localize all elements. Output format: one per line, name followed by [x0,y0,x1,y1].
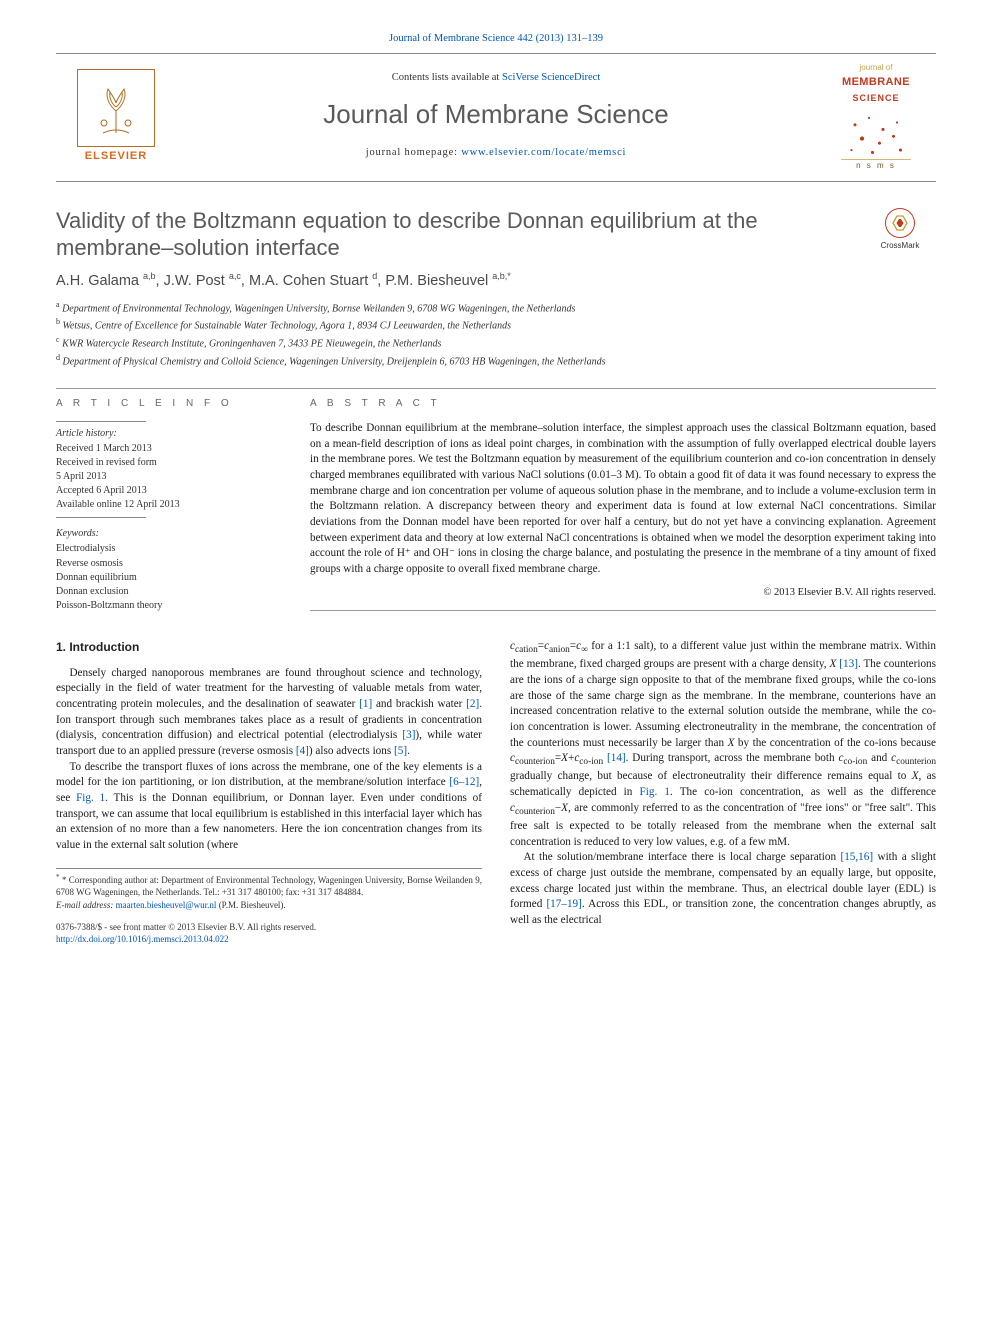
sciencedirect-link[interactable]: SciVerse ScienceDirect [502,72,600,83]
history-head: Article history: [56,427,282,441]
article-head: Validity of the Boltzmann equation to de… [56,208,936,262]
mini-divider [56,421,146,422]
cover-footer: n s m s [856,160,896,171]
abstract-copyright: © 2013 Elsevier B.V. All rights reserved… [310,586,936,601]
keyword: Poisson-Boltzmann theory [56,599,282,613]
publisher-name: ELSEVIER [85,149,147,164]
affiliation: c KWR Watercycle Research Institute, Gro… [56,334,936,352]
paragraph: Densely charged nanoporous membranes are… [56,666,482,760]
article-title: Validity of the Boltzmann equation to de… [56,208,850,262]
page-footer: 0376-7388/$ - see front matter © 2013 El… [56,921,482,945]
abstract-body: To describe Donnan equilibrium at the me… [310,421,936,600]
affiliation: d Department of Physical Chemistry and C… [56,352,936,370]
abstract-label: A B S T R A C T [310,397,936,411]
keyword: Donnan equilibrium [56,571,282,585]
crossmark-label: CrossMark [881,240,920,251]
ref-link[interactable]: [2] [466,698,479,710]
journal-homepage-line: journal homepage: www.elsevier.com/locat… [188,146,804,161]
running-head: Journal of Membrane Science 442 (2013) 1… [56,32,936,47]
ref-link[interactable]: [6–12] [449,776,479,788]
paragraph: To describe the transport fluxes of ions… [56,760,482,854]
affiliation: b Wetsus, Centre of Excellence for Susta… [56,316,936,334]
ref-link[interactable]: [14] [607,752,626,764]
abstract: A B S T R A C T To describe Donnan equil… [310,397,936,613]
elsevier-tree-icon [77,69,155,147]
footnote-block: * * Corresponding author at: Department … [56,868,482,946]
affiliation-text: Department of Environmental Technology, … [62,303,575,314]
figure-link[interactable]: Fig. 1 [640,786,670,798]
section-heading: 1. Introduction [56,639,482,656]
email-who: (P.M. Biesheuvel). [216,900,285,910]
abstract-text: To describe Donnan equilibrium at the me… [310,422,936,575]
contents-list-line: Contents lists available at SciVerse Sci… [188,71,804,86]
cover-pattern-icon [841,111,911,157]
affiliation-text: Department of Physical Chemistry and Col… [63,356,606,367]
running-head-link[interactable]: Journal of Membrane Science 442 (2013) 1… [389,33,603,44]
corresponding-author: * * Corresponding author at: Department … [56,873,482,899]
ref-link[interactable]: [5] [394,745,407,757]
crossmark-icon [885,208,915,238]
cover-line2: MEMBRANE [842,75,910,90]
keyword: Electrodialysis [56,542,282,556]
email-link[interactable]: maarten.biesheuvel@wur.nl [116,900,217,910]
paragraph: At the solution/membrane interface there… [510,850,936,928]
history-line: Accepted 6 April 2013 [56,484,282,498]
article-info: A R T I C L E I N F O Article history: R… [56,397,282,613]
email-label: E-mail address: [56,900,113,910]
meta-abstract-row: A R T I C L E I N F O Article history: R… [56,397,936,613]
homepage-prefix: journal homepage: [366,147,461,158]
journal-title: Journal of Membrane Science [188,96,804,132]
affiliation-text: Wetsus, Centre of Excellence for Sustain… [63,321,511,332]
keyword: Donnan exclusion [56,585,282,599]
article-info-label: A R T I C L E I N F O [56,397,282,411]
journal-header: ELSEVIER Contents lists available at Sci… [56,53,936,182]
mini-divider [56,517,146,518]
ref-link[interactable]: [15,16] [840,851,873,863]
keywords-head: Keywords: [56,527,282,541]
affiliations: a Department of Environmental Technology… [56,299,936,370]
cover-line3: SCIENCE [852,92,899,105]
divider [310,610,936,611]
page: Journal of Membrane Science 442 (2013) 1… [0,0,992,985]
journal-meta: Contents lists available at SciVerse Sci… [188,71,804,161]
crossmark-badge[interactable]: CrossMark [864,208,936,251]
corr-email-line: E-mail address: maarten.biesheuvel@wur.n… [56,899,482,911]
cover-bottomband: n s m s [841,159,911,171]
history-line: 5 April 2013 [56,470,282,484]
history-line: Received in revised form [56,456,282,470]
journal-cover-logo: journal of MEMBRANE SCIENCE n s m s [816,62,936,171]
ref-link[interactable]: [4] [296,745,309,757]
journal-homepage-link[interactable]: www.elsevier.com/locate/memsci [461,147,626,158]
ref-link[interactable]: [17–19] [546,898,581,910]
ref-link[interactable]: [13] [839,658,858,670]
doi-link[interactable]: http://dx.doi.org/10.1016/j.memsci.2013.… [56,934,229,944]
paragraph: ccation=canion=c∞ for a 1:1 salt), to a … [510,639,936,851]
affiliation: a Department of Environmental Technology… [56,299,936,317]
author-list: A.H. Galama a,b, J.W. Post a,c, M.A. Coh… [56,270,936,291]
keyword: Reverse osmosis [56,557,282,571]
contents-prefix: Contents lists available at [392,72,502,83]
history-line: Received 1 March 2013 [56,442,282,456]
ref-link[interactable]: [1] [359,698,372,710]
cover-line1: journal of [860,62,893,73]
corr-text: * Corresponding author at: Department of… [56,875,482,897]
publisher-logo: ELSEVIER [56,69,176,164]
front-matter-line: 0376-7388/$ - see front matter © 2013 El… [56,921,482,933]
figure-link[interactable]: Fig. 1 [76,792,105,804]
affiliation-text: KWR Watercycle Research Institute, Groni… [62,339,441,350]
article-body: 1. Introduction Densely charged nanoporo… [56,639,936,945]
history-line: Available online 12 April 2013 [56,498,282,512]
ref-link[interactable]: [3] [402,729,415,741]
divider [56,388,936,389]
